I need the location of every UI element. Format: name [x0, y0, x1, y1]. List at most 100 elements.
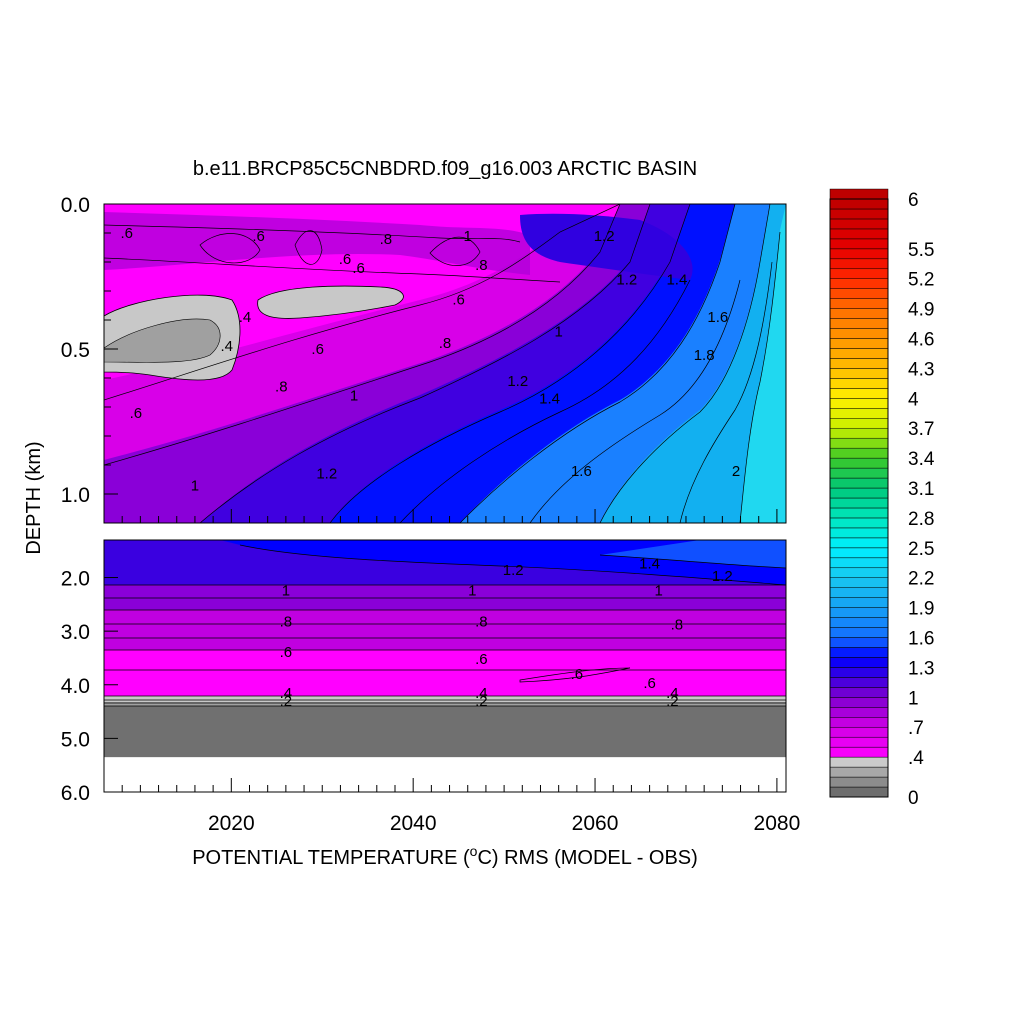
contour-label: .2: [666, 693, 679, 710]
x-tick-label: 2080: [754, 812, 801, 835]
colorbar-tick-label: 2.2: [908, 569, 934, 590]
contour-label: .8: [280, 613, 293, 630]
y-tick-label: 3.0: [61, 621, 90, 644]
colorbar-segment: [829, 726, 889, 738]
contour-label: .8: [475, 257, 488, 274]
colorbar-segment: [829, 497, 889, 509]
lower-panel: 1.41.2 1.21 1 1.8.8.8.6.6.6.6.4.4.4.2.2.2 2…: [61, 509, 800, 835]
contour-label: .4: [666, 685, 679, 702]
x-tick-label: 2060: [572, 812, 619, 835]
colorbar-segment: [829, 736, 889, 748]
colorbar-tick-label: 4.6: [908, 330, 934, 351]
contour-label: .6: [571, 666, 584, 683]
contour-label: 1: [350, 387, 358, 404]
colorbar-tick-label: 3.1: [908, 479, 934, 500]
lower-band-1.0: [104, 585, 786, 610]
contour-label: 1.2: [507, 373, 528, 390]
colorbar-segment: [829, 368, 889, 379]
colorbar-segment: [829, 637, 889, 648]
y-tick-label: 4.0: [61, 675, 90, 698]
upper-panel-frame: [103, 203, 787, 524]
colorbar-tick-label: 0: [908, 788, 919, 809]
colorbar-segment: [829, 208, 889, 220]
contour-label: .2: [280, 693, 293, 710]
contour-label: .8: [671, 617, 684, 634]
colorbar-segment: [829, 218, 889, 230]
colorbar-tick-label: 1: [908, 688, 919, 709]
contour-label: 1: [655, 582, 663, 599]
upper-panel: .6.6.8 1 1.2.6.6.81.2 1.4.6.4 1.61.8.4.6 1.81…: [61, 194, 787, 524]
colorbar-segment: [829, 398, 889, 409]
colorbar-segment: [829, 786, 889, 798]
colorbar-segment: [829, 487, 889, 499]
contour-label: 1.2: [712, 568, 733, 585]
contour-label: 1.2: [316, 466, 337, 483]
contour-label: 1: [464, 228, 472, 245]
colorbar-segment: [829, 687, 889, 698]
colorbar-segment: [829, 437, 889, 449]
colorbar-segment: [829, 328, 889, 339]
contour-band-1.9: [600, 204, 786, 523]
colorbar-segment: [829, 647, 889, 658]
x-tick-label: 2040: [390, 812, 437, 835]
colorbar-segment: [829, 567, 889, 578]
below-0.2-region: [104, 318, 221, 363]
contour-label: 1.4: [539, 390, 560, 407]
colorbar-segment: [829, 248, 889, 260]
colorbar-tick-label: 5.5: [908, 240, 934, 261]
contour-label: .8: [275, 379, 288, 396]
contour-label: 1: [554, 324, 562, 341]
colorbar-segment: [829, 378, 889, 389]
lower-band-0.2: [104, 702, 786, 706]
lower-contour-labels: 1.41.2 1.21 1 1.8.8.8.6.6.6.6.4.4.4.2.2.2: [280, 556, 733, 710]
contour-label: 1: [282, 582, 290, 599]
colorbar-segment: [829, 766, 889, 778]
upper-contour-labels: .6.6.8 1 1.2.6.6.81.2 1.4.6.4 1.61.8.4.6 1.81…: [120, 225, 740, 494]
colorbar-segment: [829, 308, 889, 319]
colorbar-tick-label: 3.7: [908, 419, 934, 440]
y-tick-label: 0.5: [61, 339, 90, 362]
contour-label: 1.2: [503, 562, 524, 579]
contour-label: 1.8: [694, 347, 715, 364]
colorbar-segment: [829, 408, 889, 419]
colorbar-tick-label: 4: [908, 389, 919, 410]
contour-label: 1: [191, 477, 199, 494]
colorbar-segment: [829, 457, 889, 469]
y-axis-label: DEPTH (km): [23, 441, 45, 554]
colorbar-segment: [829, 537, 889, 549]
colorbar-segment: [829, 577, 889, 588]
colorbar-segment: [829, 298, 889, 309]
colorbar-tick-label: 5.2: [908, 270, 934, 291]
contour-label: .6: [339, 251, 352, 268]
contour-label: .6: [120, 225, 133, 242]
lower-panel-frame: [103, 539, 787, 793]
colorbar-segment: [829, 746, 889, 758]
contour-label: .6: [280, 644, 293, 661]
lower-y-axis: 2.0 3.0 4.0 5.0 6.0: [61, 568, 118, 805]
sea-floor-fill: [104, 706, 786, 758]
colorbar-segment: [829, 517, 889, 529]
x-axis: 2020 2040 2060 2080: [121, 509, 801, 835]
below-0.4-region-2: [257, 285, 404, 319]
lower-band-1.3-wedge: [104, 540, 786, 585]
colorbar-segment: [829, 228, 889, 240]
colorbar-tick-label: 6: [908, 190, 919, 211]
colorbar-segment: [829, 617, 889, 628]
colorbar-segment: [829, 388, 889, 399]
contour-label: .6: [475, 651, 488, 668]
colorbar-tick-label: .4: [908, 748, 924, 769]
colorbar-segment: [829, 477, 889, 489]
colorbar-segment: [829, 677, 889, 688]
colorbar-tick-label: 4.9: [908, 300, 934, 321]
colorbar: 6 5.5 5.2 4.9 4.6 4.3 4 3.7 3.4 3.1 2.8 2.5 2.2 1.9 1.…: [829, 188, 935, 809]
contour-label: 2: [732, 463, 740, 480]
colorbar-tick-label: 4.3: [908, 359, 934, 380]
colorbar-segment: [829, 587, 889, 598]
colorbar-segment: [829, 527, 889, 539]
colorbar-segment: [829, 707, 889, 718]
contour-lines-lower: [104, 544, 786, 707]
contour-label: .4: [475, 685, 488, 702]
colorbar-segment: [829, 188, 889, 200]
